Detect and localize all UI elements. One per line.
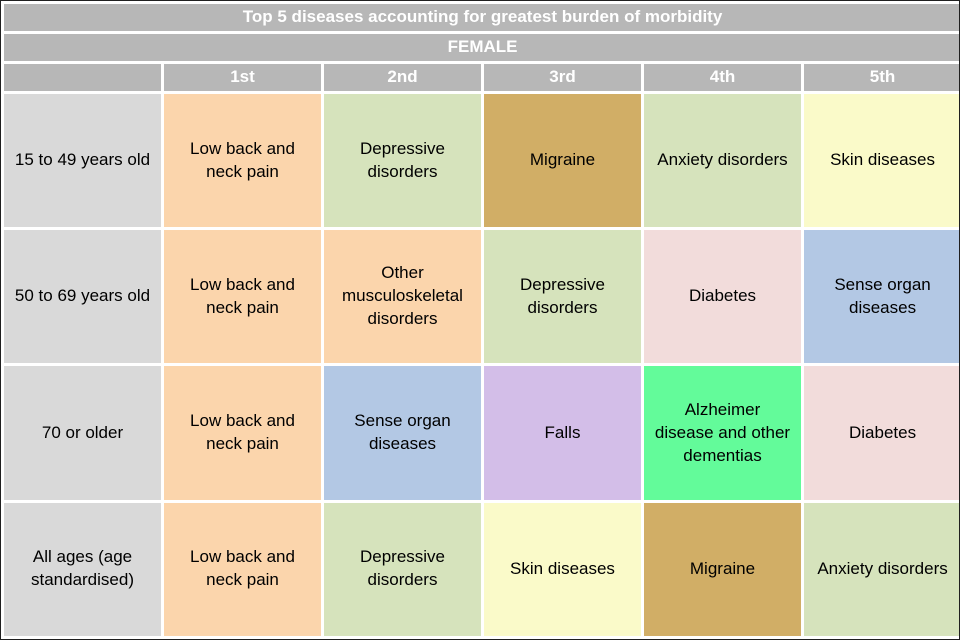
column-header-2nd: 2nd [321, 60, 484, 94]
disease-cell: Skin diseases [481, 499, 644, 639]
disease-cell: Depressive disorders [321, 90, 484, 231]
column-header-5th: 5th [800, 60, 959, 94]
disease-cell: Depressive disorders [481, 227, 644, 367]
disease-cell: Diabetes [641, 227, 804, 367]
disease-cell: Sense organ diseases [321, 363, 484, 503]
table-row-50-to-69: 50 to 69 years old Low back and neck pai… [1, 227, 959, 367]
table-row-15-to-49: 15 to 49 years old Low back and neck pai… [1, 90, 959, 231]
disease-cell: Alzheimer disease and other dementias [641, 363, 804, 503]
rank-header-row: 1st 2nd 3rd 4th 5th [1, 60, 959, 94]
column-header-1st: 1st [161, 60, 324, 94]
disease-cell: Migraine [641, 499, 804, 639]
disease-cell: Low back and neck pain [161, 499, 324, 639]
gender-label: FEMALE [1, 30, 959, 64]
row-label: All ages (age standardised) [1, 499, 164, 639]
gender-row: FEMALE [1, 30, 959, 64]
disease-cell: Diabetes [800, 363, 959, 503]
disease-cell: Migraine [481, 90, 644, 231]
title-row: Top 5 diseases accounting for greatest b… [1, 1, 959, 34]
table-row-70-or-older: 70 or older Low back and neck pain Sense… [1, 363, 959, 503]
disease-cell: Anxiety disorders [800, 499, 959, 639]
corner-cell [1, 60, 164, 94]
disease-cell: Depressive disorders [321, 499, 484, 639]
disease-cell: Skin diseases [800, 90, 959, 231]
row-label: 50 to 69 years old [1, 227, 164, 367]
disease-cell: Low back and neck pain [161, 363, 324, 503]
disease-cell: Other musculoskeletal disorders [321, 227, 484, 367]
disease-cell: Low back and neck pain [161, 227, 324, 367]
disease-cell: Sense organ diseases [800, 227, 959, 367]
table-row-all-ages: All ages (age standardised) Low back and… [1, 499, 959, 639]
table-title: Top 5 diseases accounting for greatest b… [1, 1, 959, 34]
row-label: 70 or older [1, 363, 164, 503]
column-header-3rd: 3rd [481, 60, 644, 94]
row-label: 15 to 49 years old [1, 90, 164, 231]
disease-cell: Falls [481, 363, 644, 503]
disease-cell: Anxiety disorders [641, 90, 804, 231]
column-header-4th: 4th [641, 60, 804, 94]
disease-cell: Low back and neck pain [161, 90, 324, 231]
